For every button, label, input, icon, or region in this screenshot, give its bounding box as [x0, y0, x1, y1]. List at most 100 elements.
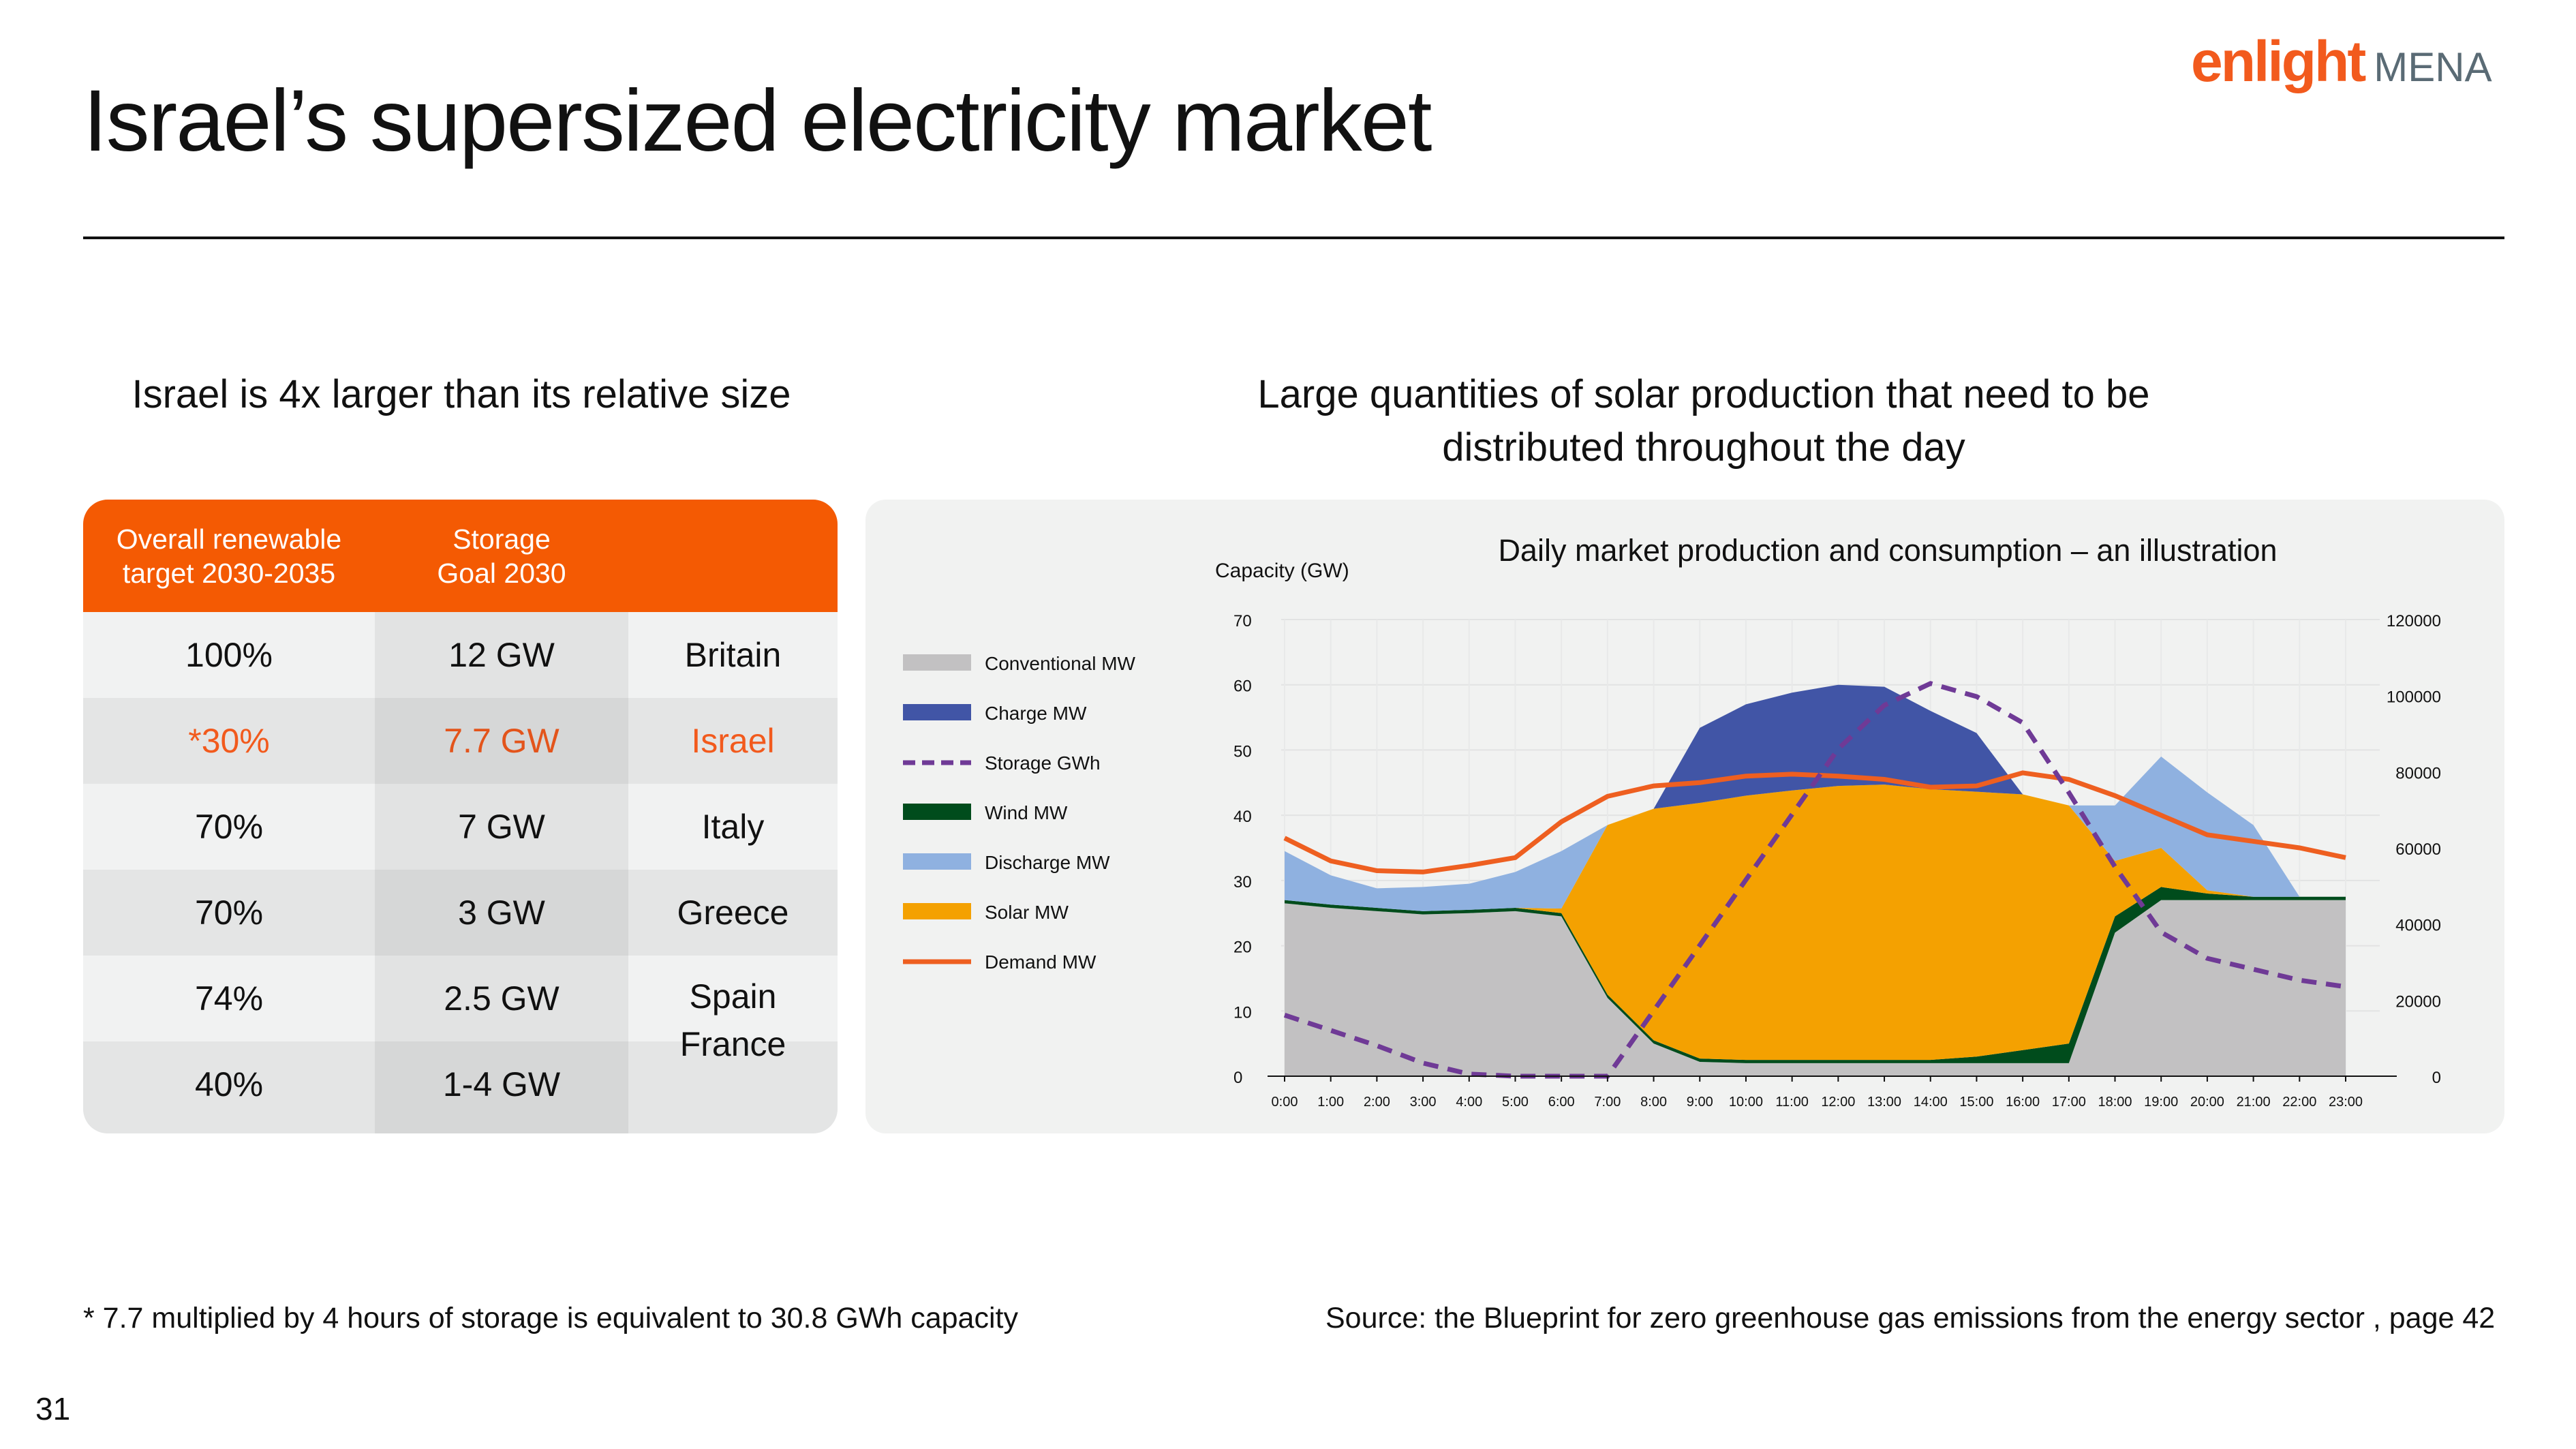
storage-cell: 2.5 GW	[444, 979, 559, 1018]
legend-discharge-label: Discharge MW	[985, 852, 1110, 873]
storage-cell: 7 GW	[458, 808, 545, 846]
x-tick-label: 4:00	[1456, 1095, 1482, 1110]
target-cell: 70%	[194, 894, 264, 932]
x-tick-label: 23:00	[2329, 1095, 2363, 1110]
storage-cell: 12 GW	[448, 636, 555, 674]
logo-brand: enlight	[2191, 29, 2366, 93]
right-subtitle: Large quantities of solar production tha…	[1172, 368, 2235, 474]
x-tick-label: 19:00	[2144, 1095, 2178, 1110]
x-tick-label: 1:00	[1317, 1095, 1344, 1110]
legend-solar-swatch	[903, 903, 971, 919]
legend-wind-label: Wind MW	[985, 802, 1068, 823]
x-tick-label: 17:00	[2052, 1095, 2086, 1110]
country-spain: Spain	[689, 977, 777, 1016]
legend-storage-label: Storage GWh	[985, 752, 1101, 774]
table-row: 70% 3 GW Greece	[83, 870, 838, 956]
country-cell: Greece	[677, 894, 789, 932]
storage-cell: 3 GW	[458, 894, 545, 932]
x-tick-label: 22:00	[2282, 1095, 2316, 1110]
target-cell: 40%	[194, 1065, 264, 1103]
x-tick-label: 3:00	[1410, 1095, 1437, 1110]
y-tick-label: 50	[1233, 742, 1252, 761]
y2-tick-label: 100000	[2387, 688, 2441, 707]
x-tick-label: 14:00	[1914, 1095, 1948, 1110]
x-tick-label: 5:00	[1502, 1095, 1529, 1110]
target-cell: 70%	[194, 808, 264, 846]
source-note: Source: the Blueprint for zero greenhous…	[1325, 1302, 2496, 1334]
legend-conventional-swatch	[903, 654, 971, 671]
y-tick-label: 10	[1233, 1003, 1252, 1022]
x-tick-label: 11:00	[1775, 1095, 1809, 1110]
legend-charge-label: Charge MW	[985, 703, 1087, 724]
page-title: Israel’s supersized electricity market	[83, 72, 1432, 170]
y-tick-label: 20	[1233, 939, 1252, 957]
legend-charge-swatch	[903, 704, 971, 720]
storage-cell: 1-4 GW	[442, 1065, 561, 1103]
target-cell: 100%	[185, 636, 273, 674]
daily-production-chart: 0 10 20 30 40 50 60 70 0 20000 40000 60000 80000 1000…	[903, 533, 2441, 1110]
y-tick-label: 40	[1233, 808, 1252, 826]
company-logo: enlight MENA	[2191, 29, 2492, 95]
y2-tick-label: 20000	[2395, 992, 2441, 1011]
left-subtitle: Israel is 4x larger than its relative si…	[132, 372, 791, 416]
chart-legend: Conventional MW Charge MW Storage GWh Wind …	[903, 653, 1136, 973]
x-tick-label: 13:00	[1867, 1095, 1901, 1110]
demand-line	[1283, 770, 2346, 874]
right-subtitle-line2: distributed throughout the day	[1442, 425, 1965, 470]
logo-sub: MENA	[2374, 44, 2492, 90]
y2-tick-label: 80000	[2395, 764, 2441, 782]
x-tick-label: 16:00	[2006, 1095, 2040, 1110]
y-tick-label: 60	[1233, 677, 1252, 696]
legend-discharge-swatch	[903, 853, 971, 870]
storage-cell: 7.7 GW	[444, 722, 559, 760]
y2-tick-label: 0	[2432, 1069, 2441, 1087]
y2-tick-label: 60000	[2395, 840, 2441, 859]
x-tick-label: 20:00	[2190, 1095, 2224, 1110]
discharge-area	[1285, 684, 2346, 911]
x-tick-label: 10:00	[1729, 1095, 1763, 1110]
target-cell: 74%	[194, 979, 264, 1018]
country-cell: Italy	[701, 808, 765, 846]
x-tick-label: 7:00	[1594, 1095, 1621, 1110]
x-tick-label: 0:00	[1272, 1095, 1298, 1110]
x-tick-label: 8:00	[1640, 1095, 1667, 1110]
legend-conventional-label: Conventional MW	[985, 653, 1136, 674]
wind-area	[1285, 887, 2346, 1063]
page-number: 31	[35, 1391, 71, 1427]
x-tick-label: 2:00	[1364, 1095, 1390, 1110]
chart-ylabel: Capacity (GW)	[1215, 560, 1349, 582]
solar-area	[1285, 784, 2346, 1061]
x-tick-label: 9:00	[1687, 1095, 1713, 1110]
country-france: France	[679, 1025, 786, 1063]
table-row: 70% 7 GW Italy	[83, 784, 838, 870]
y2-tick-label: 40000	[2395, 917, 2441, 935]
chart-areas	[1285, 684, 2346, 1076]
target-cell: *30%	[188, 722, 270, 760]
header-renewable-target: Overall renewable target 2030-2035	[116, 523, 342, 589]
header-country	[628, 500, 838, 612]
y-tick-label: 70	[1233, 612, 1252, 630]
header-storage-goal: Storage Goal 2030	[437, 523, 566, 589]
legend-wind-swatch	[903, 804, 971, 820]
y-tick-label: 30	[1233, 873, 1252, 891]
legend-solar-label: Solar MW	[985, 902, 1069, 923]
x-tick-label: 18:00	[2098, 1095, 2132, 1110]
title-divider	[83, 237, 2504, 239]
table-row: 74% 2.5 GW	[83, 956, 838, 1041]
right-subtitle-line1: Large quantities of solar production tha…	[1257, 372, 2150, 416]
footnote: * 7.7 multiplied by 4 hours of storage i…	[83, 1302, 1018, 1334]
y-tick-label: 0	[1233, 1069, 1242, 1087]
x-tick-label: 15:00	[1959, 1095, 1993, 1110]
chart-title: Daily market production and consumption …	[1498, 533, 2277, 568]
x-tick-label: 12:00	[1821, 1095, 1855, 1110]
table-header: Overall renewable target 2030-2035 Stora…	[83, 500, 838, 612]
x-tick-label: 21:00	[2237, 1095, 2271, 1110]
renewable-targets-table: Overall renewable target 2030-2035 Stora…	[83, 500, 838, 1133]
table-row: 100% 12 GW Britain	[83, 612, 838, 698]
storage-column-shade	[375, 612, 628, 1133]
chart-axes: 0 10 20 30 40 50 60 70 0 20000 40000 60000 80000 1000…	[1233, 612, 2441, 1110]
y2-tick-label: 120000	[2387, 612, 2441, 630]
charge-area	[1285, 684, 2346, 911]
country-cell: Israel	[691, 722, 775, 760]
merged-country-cell: Spain France	[628, 973, 838, 1068]
